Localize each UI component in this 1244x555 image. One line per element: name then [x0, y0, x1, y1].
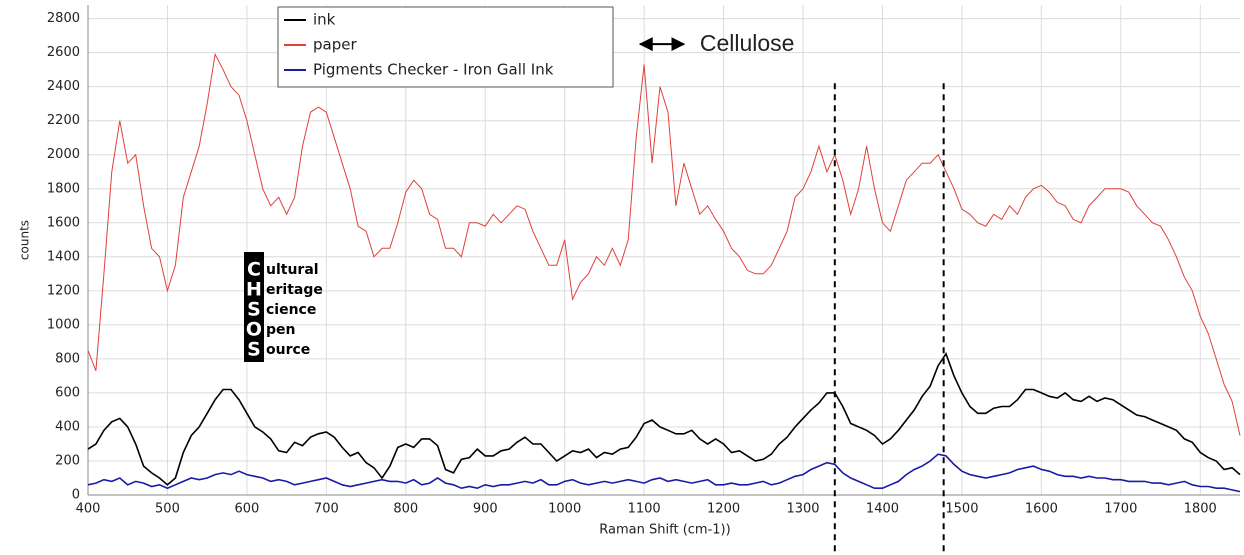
x-tick-label: 1200 — [707, 502, 740, 517]
x-tick-label: 1600 — [1025, 502, 1058, 517]
x-tick-label: 1800 — [1184, 502, 1217, 517]
logo-letter: O — [246, 319, 262, 341]
logo-letter: C — [247, 259, 261, 281]
logo-word: eritage — [266, 282, 323, 298]
logo-word: ultural — [266, 262, 319, 278]
y-axis-label: counts — [18, 220, 32, 260]
y-tick-label: 800 — [55, 351, 80, 366]
x-tick-label: 1300 — [786, 502, 819, 517]
x-tick-label: 1700 — [1104, 502, 1137, 517]
series-line — [87, 52, 1241, 436]
y-tick-label: 1600 — [47, 215, 80, 230]
y-tick-label: 2200 — [47, 113, 80, 128]
x-tick-label: 500 — [155, 502, 180, 517]
x-tick-label: 900 — [473, 502, 498, 517]
legend-box — [277, 6, 614, 88]
y-tick-label: 200 — [55, 453, 80, 468]
annotation-text: Cellulose — [700, 30, 795, 56]
legend-label: ink — [313, 11, 336, 29]
x-tick-label: 1500 — [945, 502, 978, 517]
logo-word: ource — [266, 342, 310, 358]
y-tick-label: 2600 — [47, 45, 80, 60]
x-tick-label: 400 — [76, 502, 101, 517]
logo-letter: S — [247, 299, 261, 321]
y-tick-label: 600 — [55, 385, 80, 400]
logo-letter: S — [247, 339, 261, 361]
y-tick-label: 1200 — [47, 283, 80, 298]
y-tick-label: 1400 — [47, 249, 80, 264]
series-line — [87, 352, 1241, 486]
x-tick-label: 600 — [234, 502, 259, 517]
logo-letter: H — [246, 279, 262, 301]
x-tick-label: 1100 — [628, 502, 661, 517]
legend-label: paper — [313, 36, 357, 54]
x-tick-label: 1400 — [866, 502, 899, 517]
y-tick-label: 0 — [72, 488, 80, 503]
series-line — [87, 453, 1241, 493]
logo-word: pen — [266, 322, 295, 338]
y-tick-label: 2000 — [47, 147, 80, 162]
x-tick-label: 1000 — [548, 502, 581, 517]
y-tick-label: 1800 — [47, 181, 80, 196]
logo-bar — [244, 252, 264, 362]
y-tick-label: 2400 — [47, 79, 80, 94]
y-tick-label: 400 — [55, 419, 80, 434]
y-tick-label: 2800 — [47, 11, 80, 26]
x-axis-label: Raman Shift (cm-1)) — [599, 523, 730, 538]
x-tick-label: 700 — [314, 502, 339, 517]
y-tick-label: 1000 — [47, 317, 80, 332]
legend-label: Pigments Checker - Iron Gall Ink — [313, 61, 554, 79]
logo-word: cience — [266, 302, 316, 318]
x-tick-label: 800 — [393, 502, 418, 517]
